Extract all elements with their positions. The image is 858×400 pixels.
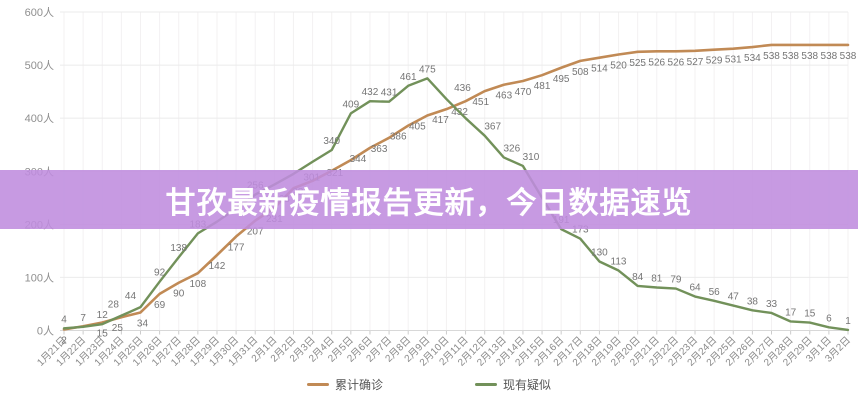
data-point-label: 177 (228, 243, 245, 254)
y-axis-tick-label: 0人 (37, 325, 54, 338)
data-point-label: 92 (154, 268, 166, 279)
data-point-label: 363 (371, 144, 388, 155)
confirmed-line (62, 43, 850, 331)
data-point-label: 108 (190, 279, 207, 290)
confirmed-line-swatch (306, 383, 329, 386)
suspected-line-swatch (475, 383, 497, 386)
data-point-label: 526 (648, 57, 665, 68)
data-point-label: 17 (785, 307, 797, 318)
data-point-label: 81 (651, 274, 663, 285)
data-point-label: 538 (821, 51, 838, 62)
data-point-label: 142 (209, 261, 226, 272)
data-point-label: 207 (247, 227, 264, 238)
data-point-label: 461 (400, 72, 417, 83)
data-point-label: 514 (591, 64, 608, 75)
data-point-label: 79 (670, 275, 682, 286)
data-point-label: 531 (725, 55, 742, 66)
data-point-label: 15 (97, 329, 109, 340)
data-point-label: 34 (137, 318, 149, 329)
data-point-label: 1 (845, 316, 851, 327)
data-point-label: 409 (342, 99, 359, 110)
data-point-label: 525 (629, 58, 646, 69)
data-point-label: 47 (728, 292, 740, 303)
data-point-label: 33 (766, 299, 778, 310)
y-axis-tick-label: 400人 (25, 112, 54, 125)
data-point-label: 310 (523, 152, 540, 163)
data-point-label: 481 (534, 81, 551, 92)
data-point-label: 90 (173, 289, 185, 300)
data-point-label: 113 (611, 257, 627, 268)
data-point-label: 529 (706, 56, 723, 67)
data-point-label: 7 (80, 313, 86, 324)
data-point-label: 12 (97, 310, 109, 321)
data-point-label: 538 (801, 51, 818, 62)
data-point-label: 520 (610, 60, 627, 71)
data-point-label: 470 (515, 87, 532, 98)
data-point-label: 2 (61, 335, 67, 346)
data-point-label: 173 (572, 225, 589, 236)
data-point-label: 451 (472, 97, 489, 108)
data-point-label: 344 (350, 154, 367, 165)
legend-label-confirmed: 累计确诊 (334, 378, 383, 392)
legend-item-suspected[interactable]: 现有疑似 (475, 376, 551, 393)
data-point-label: 405 (409, 122, 426, 133)
data-point-label: 538 (840, 51, 857, 62)
data-point-label: 436 (454, 83, 471, 94)
data-point-label: 431 (381, 88, 398, 99)
page-title: 甘孜最新疫情报告更新，今日数据速览 (165, 186, 693, 220)
data-point-label: 44 (125, 291, 137, 302)
data-point-label: 538 (782, 51, 799, 62)
data-point-label: 538 (763, 51, 780, 62)
data-point-label: 526 (668, 57, 685, 68)
data-point-label: 130 (591, 247, 608, 258)
legend-label-suspected: 现有疑似 (503, 378, 552, 392)
data-point-label: 25 (112, 323, 124, 334)
data-point-label: 495 (553, 74, 570, 85)
data-point-label: 69 (154, 300, 166, 311)
suspected-line (62, 77, 850, 332)
data-point-label: 64 (689, 283, 701, 294)
data-point-label: 432 (362, 87, 379, 98)
data-point-label: 4 (61, 314, 67, 325)
data-point-label: 463 (495, 91, 512, 102)
data-point-label: 15 (804, 309, 816, 320)
data-point-label: 508 (572, 67, 589, 78)
data-point-label: 138 (170, 243, 187, 254)
data-point-label: 527 (687, 57, 704, 68)
chart-legend: 累计确诊 现有疑似 (0, 376, 858, 393)
data-point-label: 386 (390, 132, 407, 143)
title-banner: 甘孜最新疫情报告更新，今日数据速览 (0, 170, 858, 229)
data-point-label: 56 (709, 287, 721, 298)
y-axis-tick-label: 600人 (25, 6, 54, 19)
data-point-label: 6 (826, 313, 832, 324)
data-point-label: 326 (503, 143, 520, 154)
legend-item-confirmed[interactable]: 累计确诊 (306, 376, 383, 393)
y-axis-tick-label: 100人 (25, 271, 54, 284)
data-point-label: 340 (323, 136, 340, 147)
data-point-label: 28 (108, 300, 120, 311)
data-point-label: 417 (432, 115, 449, 126)
data-point-label: 38 (747, 296, 759, 307)
x-axis-labels: 1月21日1月22日1月23日1月24日1月25日1月26日1月27日1月28日… (35, 334, 853, 368)
y-axis-tick-label: 500人 (25, 59, 54, 72)
data-point-label: 534 (744, 53, 761, 64)
data-point-label: 367 (484, 122, 501, 133)
data-point-label: 84 (632, 272, 644, 283)
data-point-label: 475 (419, 64, 436, 75)
